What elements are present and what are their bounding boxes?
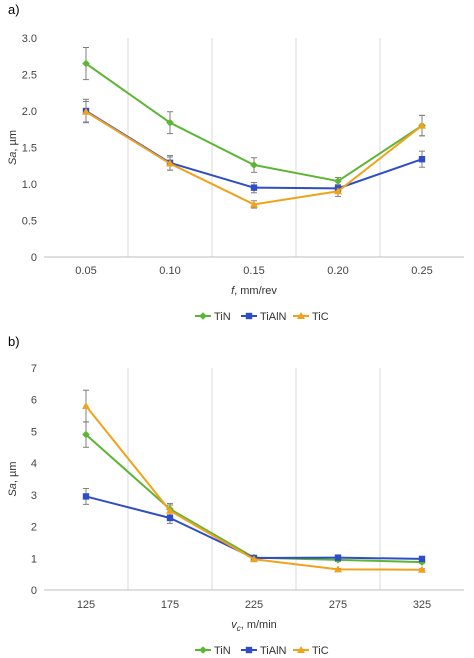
y-tick-label: 0.5 [22, 216, 37, 228]
x-tick-label: 0.05 [75, 265, 96, 277]
x-tick-label: 275 [329, 599, 347, 611]
y-axis-title: Sa, µm [7, 461, 19, 496]
data-point-tin [166, 118, 174, 127]
legend-marker-tin [199, 312, 207, 320]
y-tick-label: 3 [31, 490, 37, 502]
data-point-tialn [166, 514, 174, 522]
y-axis-unit: , µm [7, 461, 19, 483]
y-tick-label: 2.5 [22, 70, 37, 82]
x-tick-label: 0.15 [243, 265, 264, 277]
data-point-tialn [250, 184, 258, 191]
data-point-tic [166, 159, 174, 167]
data-point-tic [250, 200, 258, 208]
y-tick-label: 3.0 [22, 33, 37, 45]
legend-marker-tialn [245, 646, 253, 654]
legend-marker-tin [199, 646, 207, 654]
y-tick-label: 1 [31, 553, 37, 565]
data-point-tic [334, 565, 342, 573]
y-axis-title: Sa, µm [7, 130, 19, 165]
series-line-tialn [85, 495, 423, 560]
data-point-tic [82, 402, 90, 410]
y-axis-variable: Sa [7, 152, 19, 165]
legend-marker-tic [297, 312, 305, 319]
x-axis-subscript: c [237, 624, 241, 633]
x-tick-label: 0.20 [327, 265, 348, 277]
data-point-tialn [418, 555, 426, 563]
data-point-tin [82, 430, 90, 439]
series-line-tialn [85, 110, 423, 190]
y-tick-label: 0 [31, 585, 37, 597]
x-tick-label: 175 [161, 599, 179, 611]
legend-label: TiC [312, 311, 329, 323]
y-tick-label: 6 [31, 395, 37, 407]
x-tick-label: 0.25 [411, 265, 432, 277]
x-axis-variable: f [231, 285, 235, 297]
data-point-tin [250, 161, 258, 169]
y-axis-unit: , µm [7, 130, 19, 152]
legend-marker-tialn [245, 312, 253, 320]
y-tick-label: 2.0 [22, 106, 37, 118]
y-tick-label: 2 [31, 522, 37, 534]
data-point-tic [418, 121, 426, 129]
data-point-tic [418, 565, 426, 573]
x-tick-label: 225 [245, 599, 263, 611]
data-point-tic [82, 107, 90, 115]
legend-marker-tic [297, 646, 305, 653]
y-tick-label: 4 [31, 458, 37, 470]
y-tick-label: 7 [31, 363, 37, 375]
x-axis-title: f, mm/rev [231, 285, 277, 297]
data-point-tialn [418, 155, 426, 163]
y-tick-label: 1.0 [22, 179, 37, 191]
data-point-tic [166, 506, 174, 514]
legend-label: TiN [214, 645, 231, 657]
series-line-tic [85, 405, 423, 571]
legend-label: TiAlN [260, 311, 287, 323]
x-axis-title: vc, m/min [231, 619, 277, 633]
x-axis-unit: , mm/rev [234, 285, 277, 297]
data-point-tin [82, 59, 90, 68]
data-point-tic [250, 555, 258, 563]
legend: TiN TiAlN TiC [195, 311, 329, 323]
y-tick-label: 1.5 [22, 143, 37, 155]
chart-panel-a: a) 0 0.5 1.0 1.5 2.0 2.5 3.0 0.05 0.10 0.15 0.20 0.2… [7, 2, 464, 323]
data-point-tic [334, 187, 342, 195]
x-tick-label: 125 [77, 599, 95, 611]
x-axis-variable: v [231, 619, 238, 631]
x-tick-label: 325 [413, 599, 431, 611]
panel-label: b) [8, 334, 20, 349]
panel-label: a) [8, 2, 20, 17]
y-axis-variable: Sa [7, 483, 19, 496]
chart-panel-b: b) 0 1 2 3 4 5 6 7 125 175 225 275 325 Sa, µm vc, m/min… [7, 334, 464, 657]
legend: TiN TiAlN TiC [195, 645, 329, 657]
series-line-tin [85, 433, 423, 564]
x-axis-unit: , m/min [241, 619, 277, 631]
y-tick-label: 5 [31, 426, 37, 438]
data-point-tialn [334, 554, 342, 561]
legend-label: TiC [312, 645, 329, 657]
legend-label: TiN [214, 311, 231, 323]
y-tick-label: 0 [31, 252, 37, 264]
data-point-tialn [82, 493, 90, 500]
data-point-tin [334, 177, 342, 185]
legend-label: TiAlN [260, 645, 287, 657]
x-tick-label: 0.10 [159, 265, 180, 277]
